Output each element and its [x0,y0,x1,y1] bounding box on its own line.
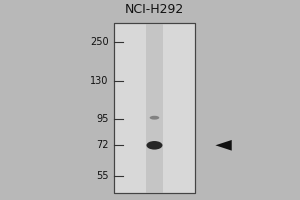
Polygon shape [215,140,232,151]
Text: 72: 72 [96,140,108,150]
Ellipse shape [146,141,163,150]
FancyBboxPatch shape [114,23,195,193]
Text: 95: 95 [96,114,108,124]
Text: NCI-H292: NCI-H292 [125,3,184,16]
Text: 130: 130 [90,76,108,86]
Text: 55: 55 [96,171,108,181]
Ellipse shape [150,116,159,120]
Text: 250: 250 [90,37,108,47]
FancyBboxPatch shape [146,23,164,193]
